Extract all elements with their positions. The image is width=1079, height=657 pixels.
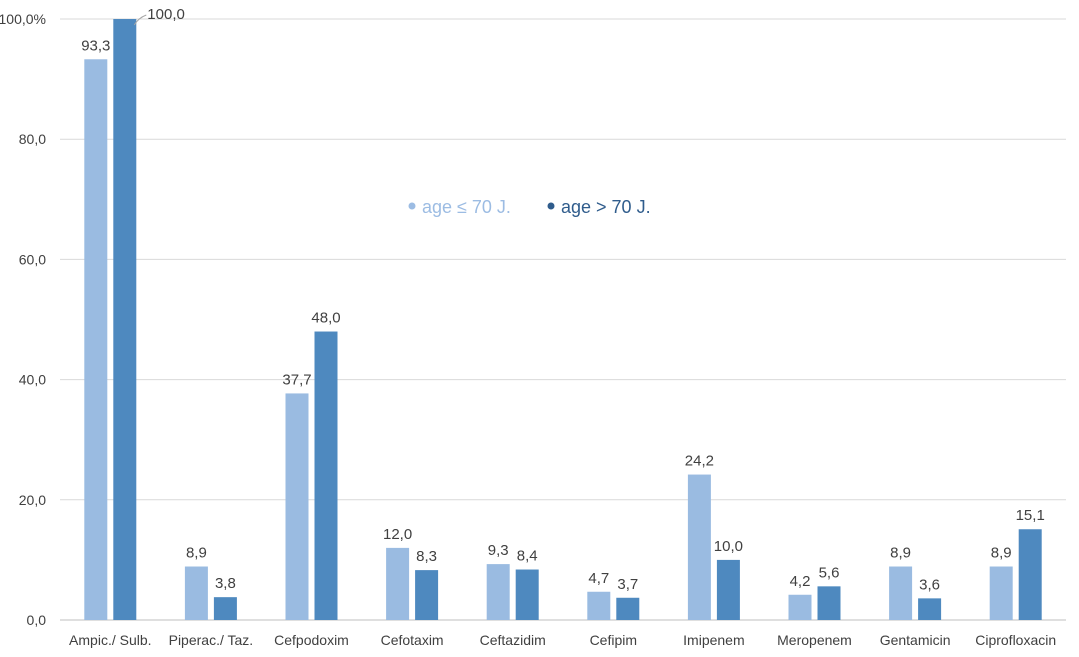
y-tick-label: 20,0 [19,492,46,508]
bar-age-gt-70 [817,586,841,620]
category-label: Imipenem [683,632,744,648]
data-label: 8,3 [416,548,437,565]
category-label: Gentamicin [880,632,951,648]
data-label: 8,9 [890,545,911,562]
category-label: Piperac./ Taz. [169,632,254,648]
data-label: 37,7 [282,371,311,388]
y-tick-label: 80,0 [19,131,46,147]
bar-age-le-70 [84,59,108,621]
category-label: Cefpodoxim [274,632,349,648]
legend-label-age-gt-70: age > 70 J. [561,197,651,217]
bar-age-le-70 [587,591,611,620]
category-label: Cefotaxim [381,632,444,648]
data-label: 15,1 [1016,507,1045,524]
bar-age-le-70 [184,566,208,620]
legend: age ≤ 70 J. age > 70 J. [408,197,651,217]
bar-age-le-70 [687,474,711,620]
data-label: 4,2 [790,573,811,590]
y-tick-label: 40,0 [19,372,46,388]
legend-marker-age-le-70 [408,202,416,210]
bar-age-gt-70 [918,598,942,620]
data-label: 24,2 [685,453,714,470]
data-label: 8,4 [517,548,538,565]
bar-age-le-70 [486,564,510,620]
category-label: Ceftazidim [480,632,546,648]
bar-age-le-70 [386,547,410,620]
data-label: 10,0 [714,538,743,555]
y-tick-label: 60,0 [19,251,46,267]
legend-label-age-le-70: age ≤ 70 J. [422,197,511,217]
data-label: 100,0 [147,6,185,23]
data-label: 3,6 [919,576,940,593]
bar-age-gt-70 [515,569,539,620]
bar-age-gt-70 [616,597,640,620]
category-label: Cefipim [590,632,637,648]
bar-age-gt-70 [314,331,338,620]
bar-age-gt-70 [213,597,237,620]
legend-marker-age-gt-70 [547,202,555,210]
bar-age-gt-70 [1018,529,1042,620]
bars [84,19,1042,621]
bar-age-le-70 [889,566,913,620]
data-label: 5,6 [819,564,840,581]
data-labels: 93,3 100,0 8,9 3,8 37,7 48,0 12,08,3 9,3 8,4 4,7 3… [81,6,1045,593]
bar-age-le-70 [989,566,1013,620]
category-label: Ciprofloxacin [975,632,1056,648]
data-label: 3,8 [215,575,236,592]
data-label-leader-line [133,14,147,26]
y-tick-label: 0,0 [27,612,47,628]
data-label: 9,3 [488,542,509,559]
bar-age-le-70 [788,594,812,620]
x-axis-categories: Ampic./ Sulb. Piperac./ Taz. Cefpodoxim Cef… [69,632,1056,648]
y-axis-ticks: 0,0 20,0 40,0 60,0 80,0 100,0% [0,11,46,628]
data-label: 8,9 [186,545,207,562]
category-label: Meropenem [777,632,852,648]
data-label: 93,3 [81,37,110,54]
data-label: 12,0 [383,526,412,543]
bar-age-gt-70 [716,559,740,620]
bar-age-gt-70 [113,19,137,620]
data-label: 4,7 [588,570,609,587]
gridlines [60,18,1066,621]
data-label: 3,7 [617,576,638,593]
bar-age-le-70 [285,393,309,620]
data-label: 48,0 [311,310,340,327]
data-label: 8,9 [991,545,1012,562]
bar-age-gt-70 [415,570,439,620]
y-tick-label: 100,0% [0,11,46,27]
category-label: Ampic./ Sulb. [69,632,151,648]
